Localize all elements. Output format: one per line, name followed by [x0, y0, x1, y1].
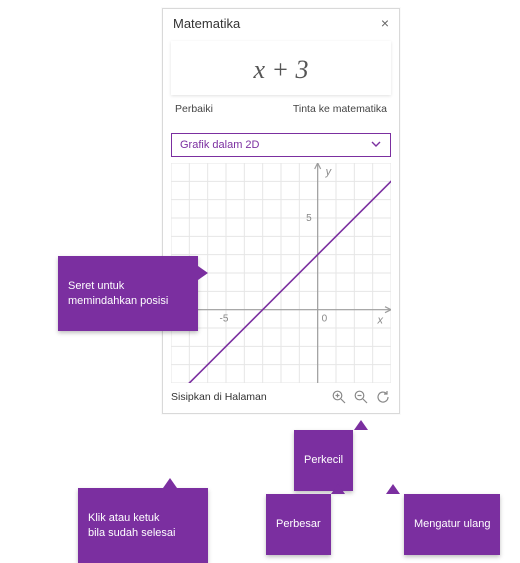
ink-to-math-button[interactable]: Tinta ke matematika	[293, 103, 387, 115]
callout-reset-text: Mengatur ulang	[414, 518, 490, 530]
svg-text:5: 5	[306, 213, 312, 224]
callout-insert-text: Klik atau ketuk bila sudah selesai	[88, 512, 175, 539]
equation-text: x + 3	[253, 55, 308, 84]
math-panel: Matematika × x + 3 Perbaiki Tinta ke mat…	[162, 8, 400, 414]
panel-header: Matematika ×	[163, 9, 399, 35]
reset-icon[interactable]	[375, 389, 391, 405]
equation-box: x + 3	[171, 41, 391, 95]
callout-zoomin: Perbesar	[266, 494, 331, 555]
callout-reset: Mengatur ulang	[404, 494, 500, 555]
callout-drag: Seret untuk memindahkan posisi	[58, 256, 198, 331]
zoom-controls	[331, 389, 391, 405]
fix-button[interactable]: Perbaiki	[175, 103, 213, 115]
svg-text:x: x	[377, 315, 384, 327]
callout-drag-text: Seret untuk memindahkan posisi	[68, 280, 168, 307]
graph-type-dropdown[interactable]: Grafik dalam 2D	[171, 133, 391, 157]
panel-title: Matematika	[173, 16, 240, 31]
zoom-out-icon[interactable]	[353, 389, 369, 405]
graph-footer: Sisipkan di Halaman	[171, 389, 391, 405]
callout-zoomin-text: Perbesar	[276, 518, 321, 530]
equation-actions: Perbaiki Tinta ke matematika	[163, 99, 399, 123]
callout-zoomout: Perkecil	[294, 430, 353, 491]
callout-insert: Klik atau ketuk bila sudah selesai	[78, 488, 208, 563]
insert-button[interactable]: Sisipkan di Halaman	[171, 391, 267, 403]
dropdown-label: Grafik dalam 2D	[180, 139, 259, 151]
callout-zoomout-text: Perkecil	[304, 454, 343, 466]
chevron-down-icon	[370, 138, 382, 153]
svg-text:0: 0	[322, 314, 328, 325]
zoom-in-icon[interactable]	[331, 389, 347, 405]
svg-text:-5: -5	[220, 314, 229, 325]
close-icon[interactable]: ×	[381, 15, 389, 31]
